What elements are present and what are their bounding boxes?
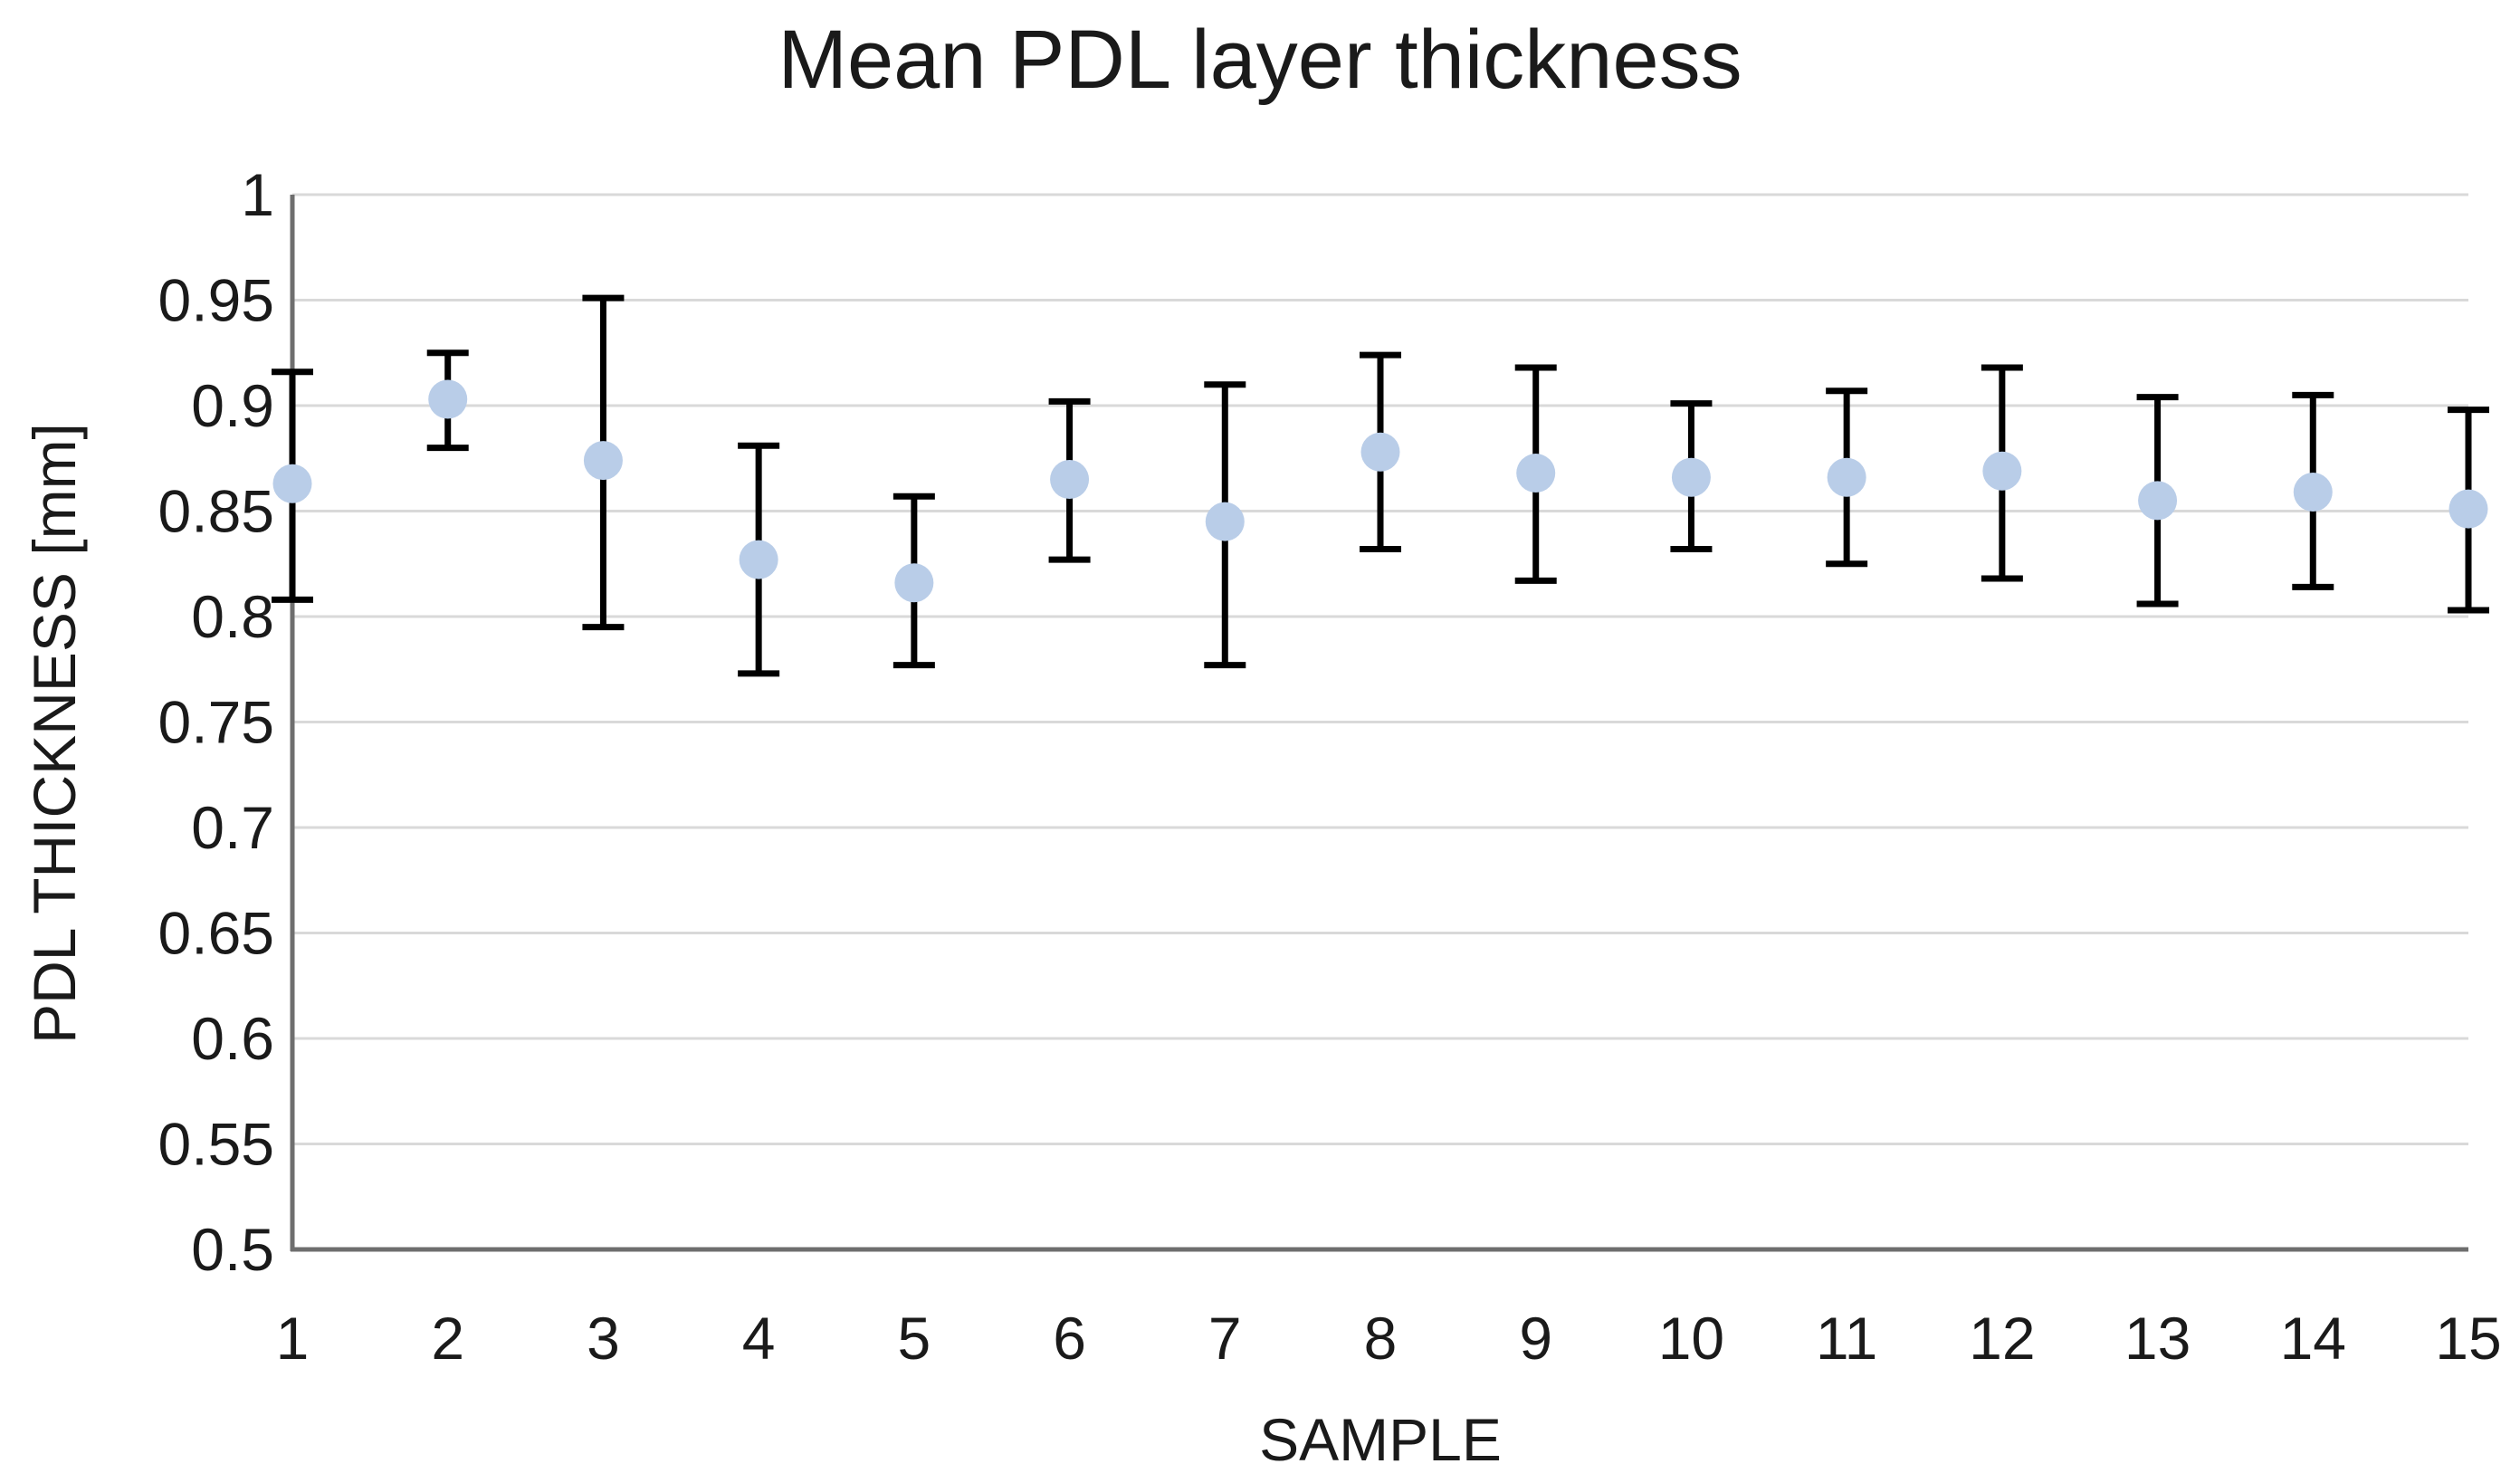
data-point-marker <box>428 379 468 419</box>
x-tick-label: 5 <box>897 1305 931 1372</box>
chart-title: Mean PDL layer thickness <box>778 14 1742 106</box>
y-tick-label: 0.5 <box>191 1216 274 1283</box>
data-point-marker <box>1050 460 1090 500</box>
x-tick-label: 4 <box>742 1305 776 1372</box>
x-tick-label: 1 <box>276 1305 310 1372</box>
y-tick-label: 0.85 <box>158 478 274 545</box>
data-point-marker <box>894 563 934 603</box>
data-point-marker <box>1671 457 1711 497</box>
x-tick-label: 12 <box>1969 1305 2035 1372</box>
x-tick-label: 14 <box>2280 1305 2346 1372</box>
data-point-marker <box>2448 489 2488 529</box>
x-axis-title: SAMPLE <box>1259 1406 1502 1473</box>
y-tick-label: 0.8 <box>191 583 274 650</box>
x-tick-label: 11 <box>1816 1305 1878 1372</box>
y-tick-label: 1 <box>241 161 274 228</box>
y-tick-label: 0.65 <box>158 900 274 967</box>
data-point-marker <box>272 464 312 503</box>
data-point-marker <box>2138 481 2178 521</box>
data-point-marker <box>1205 502 1245 541</box>
data-point-marker <box>1982 451 2022 491</box>
y-tick-label: 0.7 <box>191 794 274 861</box>
x-tick-label: 7 <box>1208 1305 1242 1372</box>
x-tick-label: 2 <box>431 1305 464 1372</box>
y-tick-label: 0.6 <box>191 1005 274 1072</box>
y-tick-label: 0.55 <box>158 1111 274 1178</box>
y-tick-label: 0.95 <box>158 267 274 334</box>
x-tick-label: 9 <box>1519 1305 1552 1372</box>
y-tick-label: 0.9 <box>191 372 274 439</box>
data-point-marker <box>1516 454 1556 493</box>
x-tick-label: 13 <box>2124 1305 2191 1372</box>
data-point-marker <box>1360 432 1400 472</box>
y-tick-label: 0.75 <box>158 689 274 756</box>
x-tick-label: 8 <box>1364 1305 1398 1372</box>
data-point-marker <box>583 441 623 481</box>
data-point-marker <box>2293 473 2333 512</box>
x-tick-label: 15 <box>2435 1305 2501 1372</box>
data-point-marker <box>739 540 778 579</box>
x-tick-label: 6 <box>1053 1305 1086 1372</box>
x-tick-label: 10 <box>1658 1305 1724 1372</box>
x-tick-label: 3 <box>587 1305 620 1372</box>
data-point-marker <box>1827 457 1866 497</box>
